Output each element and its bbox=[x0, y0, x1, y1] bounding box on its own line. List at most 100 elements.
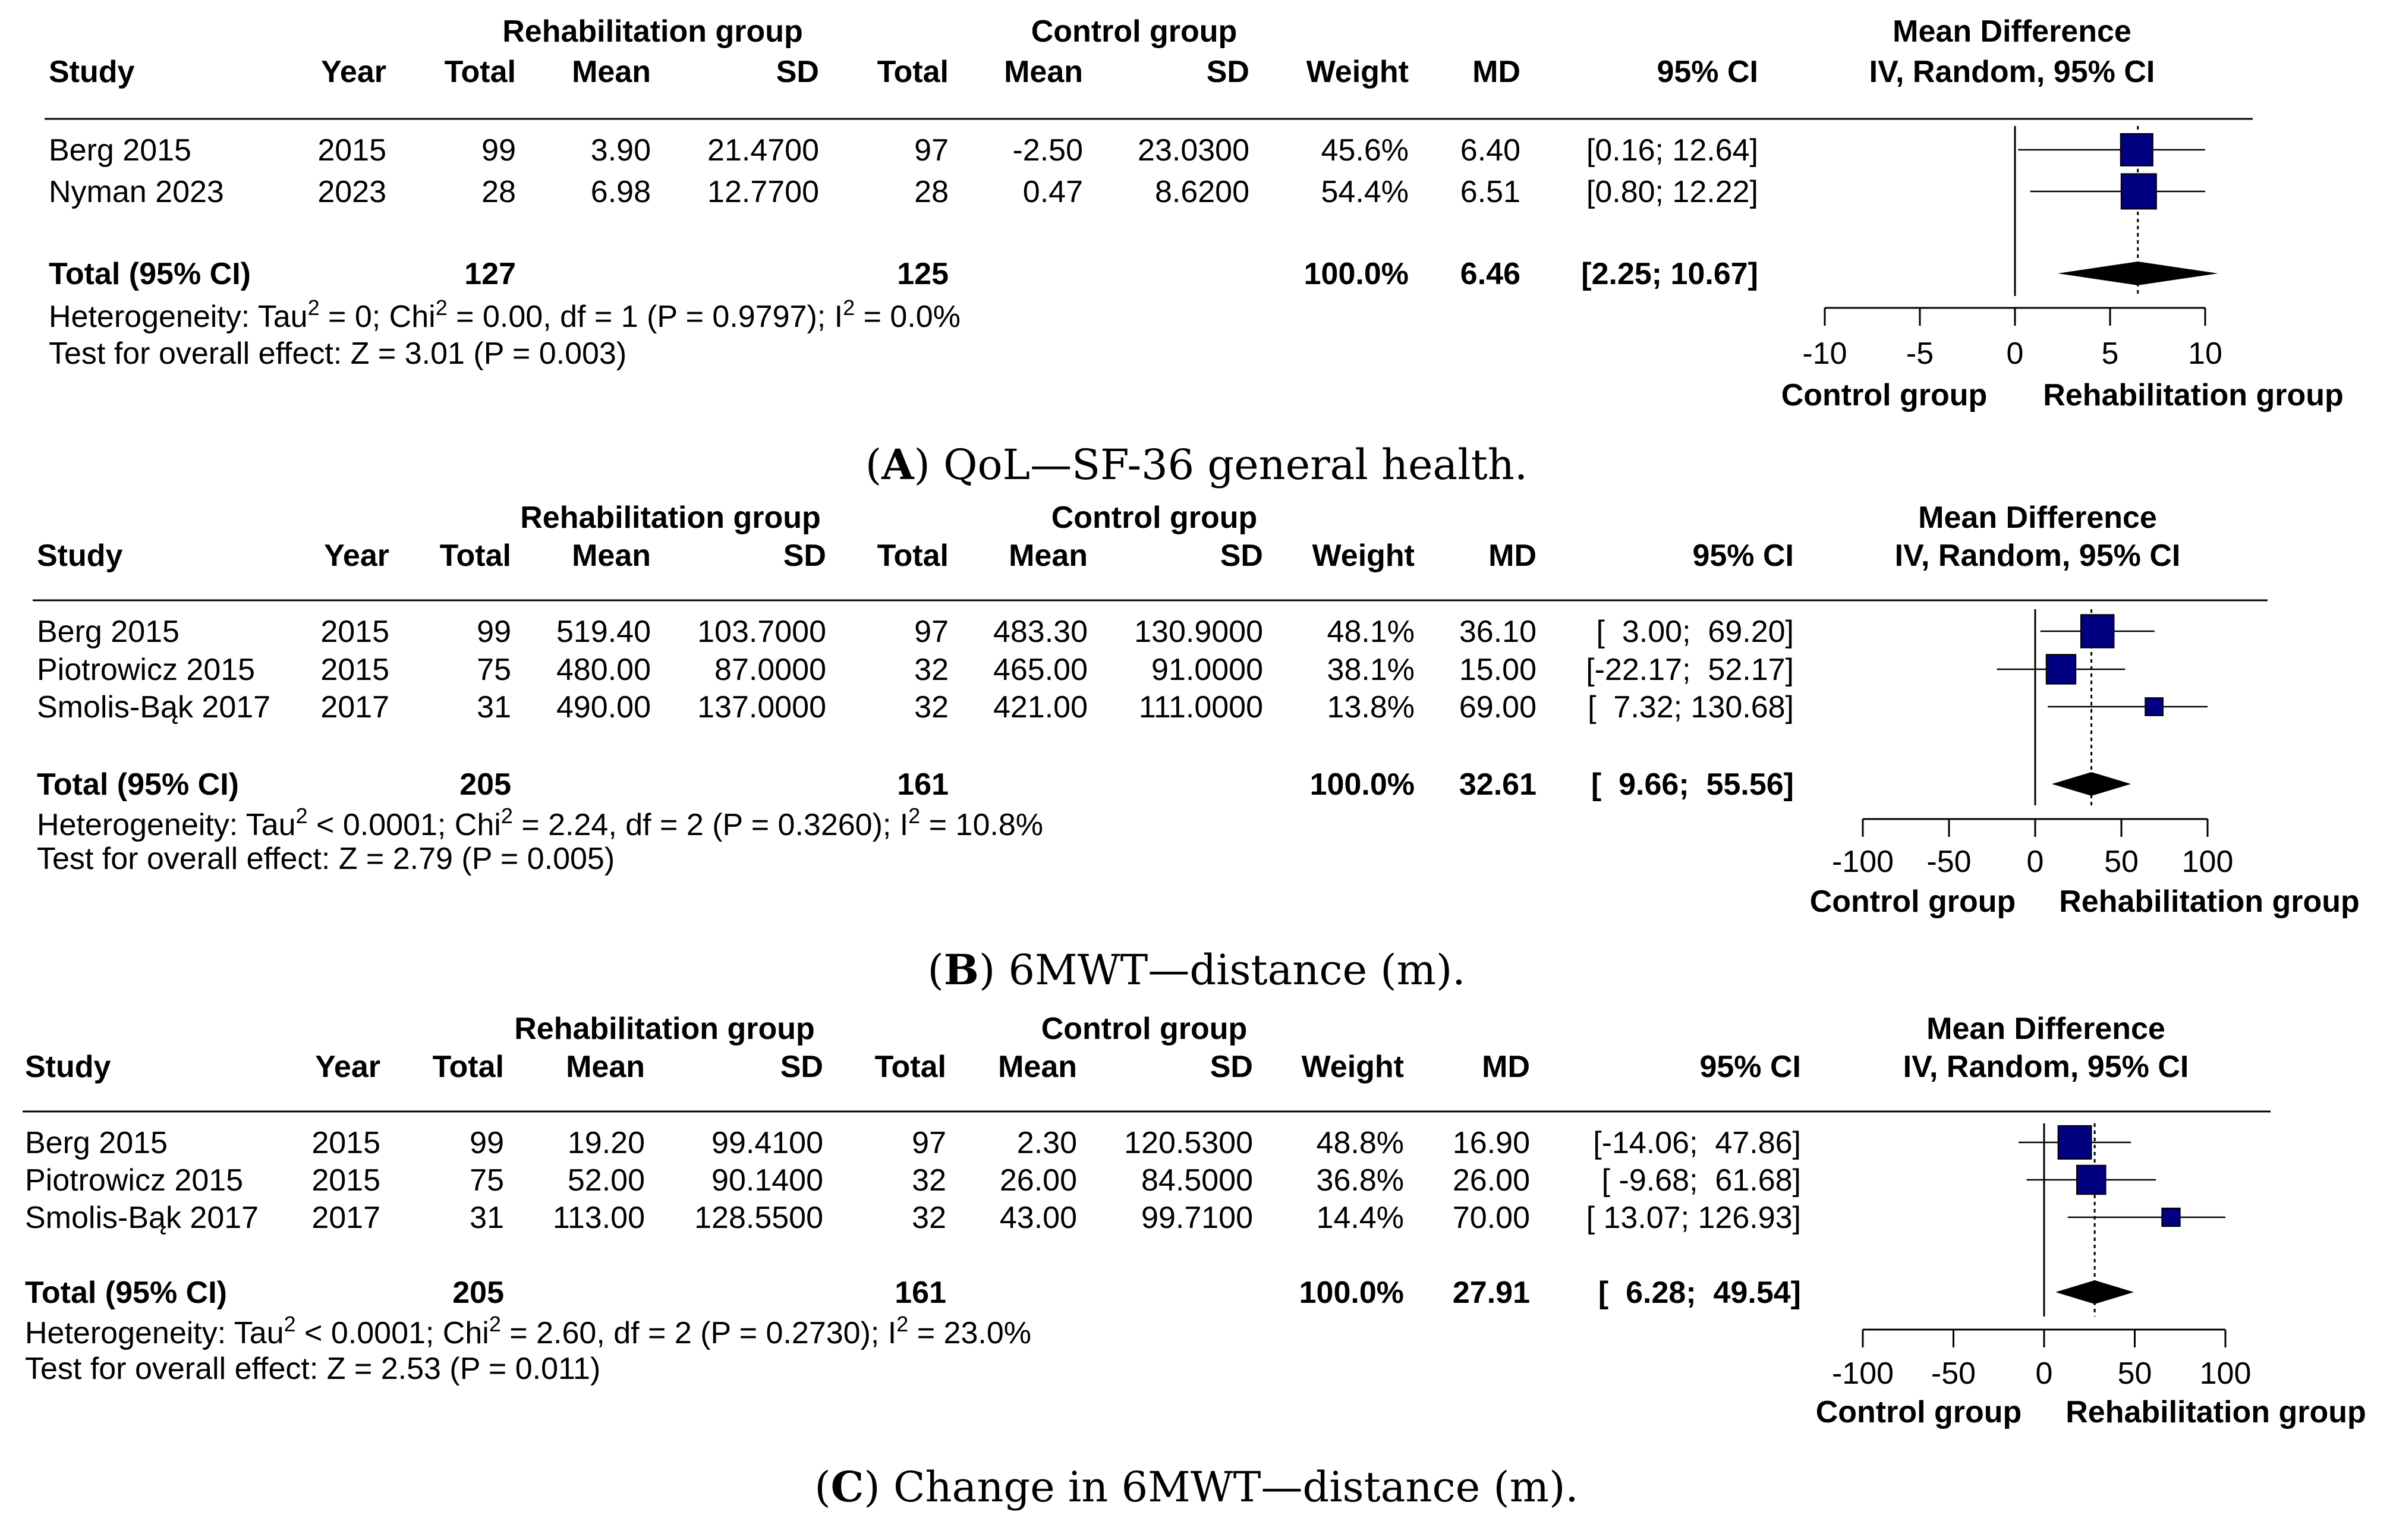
col-header-rehab-total: Total bbox=[445, 55, 516, 89]
heterogeneity-part: = 0; Chi bbox=[320, 300, 436, 334]
study-weight: 48.1% bbox=[1327, 615, 1415, 649]
study-marker bbox=[2080, 614, 2115, 648]
study-name: Nyman 2023 bbox=[49, 175, 224, 209]
col-header-weight: Weight bbox=[1302, 1050, 1404, 1084]
total-label: Total (95% CI) bbox=[49, 257, 251, 291]
axis-right-label: Rehabilitation group bbox=[2065, 1395, 2366, 1429]
study-marker bbox=[2120, 173, 2157, 210]
control-total: 32 bbox=[912, 1163, 946, 1198]
study-name: Berg 2015 bbox=[25, 1126, 168, 1160]
study-marker bbox=[2120, 133, 2153, 167]
study-md: 6.51 bbox=[1460, 175, 1520, 209]
col-header-control-mean: Mean bbox=[1009, 538, 1088, 573]
study-name: Berg 2015 bbox=[49, 133, 191, 168]
study-name: Berg 2015 bbox=[37, 615, 180, 649]
control-mean: 2.30 bbox=[1017, 1126, 1077, 1160]
overall-effect-text: Test for overall effect: Z = 3.01 (P = 0… bbox=[49, 336, 626, 371]
col-header-rehab-sd: SD bbox=[776, 55, 819, 89]
rehab-total: 31 bbox=[477, 690, 511, 725]
study-marker bbox=[2161, 1207, 2181, 1227]
control-total: 97 bbox=[914, 133, 949, 168]
rehab-sd: 12.7700 bbox=[707, 175, 819, 209]
control-mean: 421.00 bbox=[993, 690, 1088, 725]
forest-plot-c: Rehabilitation group Control group Mean Di… bbox=[23, 1012, 2366, 1429]
rehab-mean: 490.00 bbox=[556, 690, 651, 725]
col-header-ci: 95% CI bbox=[1692, 538, 1794, 573]
study-year: 2015 bbox=[317, 133, 386, 168]
control-sd: 8.6200 bbox=[1155, 175, 1249, 209]
control-mean: 465.00 bbox=[993, 653, 1088, 687]
control-total: 32 bbox=[912, 1201, 946, 1235]
control-total: 32 bbox=[914, 653, 949, 687]
study-ci: [-14.06; 47.86] bbox=[1593, 1126, 1801, 1160]
control-total: 28 bbox=[914, 175, 949, 209]
pooled-diamond bbox=[2055, 1280, 2134, 1304]
rehab-mean: 519.40 bbox=[556, 615, 651, 649]
rehab-total: 31 bbox=[470, 1201, 504, 1235]
col-header-study: Study bbox=[25, 1050, 111, 1084]
pooled-diamond bbox=[2052, 772, 2131, 796]
col-header-control-total: Total bbox=[875, 1050, 946, 1084]
caption-text: Change in 6MWT—distance (m). bbox=[893, 1463, 1579, 1511]
col-header-control-sd: SD bbox=[1207, 55, 1249, 89]
study-weight: 54.4% bbox=[1321, 175, 1409, 209]
study-year: 2015 bbox=[320, 615, 389, 649]
rehab-mean: 113.00 bbox=[553, 1201, 645, 1235]
study-weight: 38.1% bbox=[1327, 653, 1415, 687]
study-name: Smolis-Bąk 2017 bbox=[25, 1201, 259, 1235]
col-header-control-mean: Mean bbox=[998, 1050, 1077, 1084]
study-md: 6.40 bbox=[1460, 133, 1520, 168]
caption-b: (B) 6MWT—distance (m). bbox=[927, 945, 1466, 994]
col-header-rehab-mean: Mean bbox=[572, 55, 651, 89]
heterogeneity-part: = 0.0% bbox=[855, 300, 961, 334]
study-weight: 45.6% bbox=[1321, 133, 1409, 168]
superscript-2: 2 bbox=[436, 295, 448, 320]
study-md: 16.90 bbox=[1453, 1126, 1530, 1160]
axis-tick-label: 0 bbox=[2027, 845, 2044, 879]
overall-effect-text: Test for overall effect: Z = 2.79 (P = 0… bbox=[37, 842, 615, 876]
heterogeneity-text: Heterogeneity: Tau2 = 0; Chi2 = 0.00, df… bbox=[49, 295, 961, 334]
rehab-mean: 19.20 bbox=[568, 1126, 645, 1160]
study-year: 2015 bbox=[320, 653, 389, 687]
total-weight: 100.0% bbox=[1310, 767, 1415, 802]
rehab-sd: 137.0000 bbox=[697, 690, 826, 725]
total-rehab-n: 127 bbox=[464, 257, 516, 291]
study-weight: 36.8% bbox=[1317, 1163, 1404, 1198]
header-rehab-group: Rehabilitation group bbox=[502, 14, 803, 49]
superscript-2: 2 bbox=[908, 804, 920, 828]
heterogeneity-part: = 0.00, df = 1 (P = 0.9797); I bbox=[448, 300, 843, 334]
axis-tick-label: 0 bbox=[2036, 1356, 2053, 1391]
control-mean: 483.30 bbox=[993, 615, 1088, 649]
study-md: 15.00 bbox=[1459, 653, 1536, 687]
col-header-control-total: Total bbox=[877, 538, 949, 573]
heterogeneity-text: Heterogeneity: Tau2 < 0.0001; Chi2 = 2.6… bbox=[25, 1312, 1031, 1350]
total-md: 32.61 bbox=[1459, 767, 1536, 802]
header-control-group: Control group bbox=[1051, 505, 1258, 535]
control-mean: 0.47 bbox=[1023, 175, 1083, 209]
control-sd: 99.7100 bbox=[1141, 1201, 1253, 1235]
axis-tick-label: 0 bbox=[2007, 336, 2024, 371]
study-year: 2015 bbox=[311, 1163, 380, 1198]
axis-tick-label: -10 bbox=[1802, 336, 1847, 371]
study-name: Piotrowicz 2015 bbox=[37, 653, 255, 687]
col-header-study: Study bbox=[49, 55, 135, 89]
rehab-sd: 103.7000 bbox=[697, 615, 826, 649]
heterogeneity-part: = 2.24, df = 2 (P = 0.3260); I bbox=[513, 808, 908, 842]
heterogeneity-part: Heterogeneity: Tau bbox=[25, 1316, 284, 1350]
col-header-control-sd: SD bbox=[1210, 1050, 1253, 1084]
forest-plot-a: Rehabilitation group Control group Mean Di… bbox=[45, 14, 2344, 412]
rehab-sd: 21.4700 bbox=[707, 133, 819, 168]
axis-tick-label: -50 bbox=[1926, 845, 1971, 879]
heterogeneity-part: = 2.60, df = 2 (P = 0.2730); I bbox=[501, 1316, 896, 1350]
axis-tick-label: 100 bbox=[2182, 845, 2234, 879]
control-total: 32 bbox=[914, 690, 949, 725]
study-year: 2017 bbox=[311, 1201, 380, 1235]
study-weight: 48.8% bbox=[1317, 1126, 1404, 1160]
study-year: 2017 bbox=[320, 690, 389, 725]
col-header-md: MD bbox=[1488, 538, 1536, 573]
pooled-diamond bbox=[2058, 262, 2218, 285]
axis-left-label: Control group bbox=[1781, 378, 1988, 412]
caption-text: QoL—SF-36 general health. bbox=[943, 440, 1528, 489]
header-control-group: Control group bbox=[1031, 14, 1238, 49]
header-mean-difference: Mean Difference bbox=[1893, 14, 2131, 49]
